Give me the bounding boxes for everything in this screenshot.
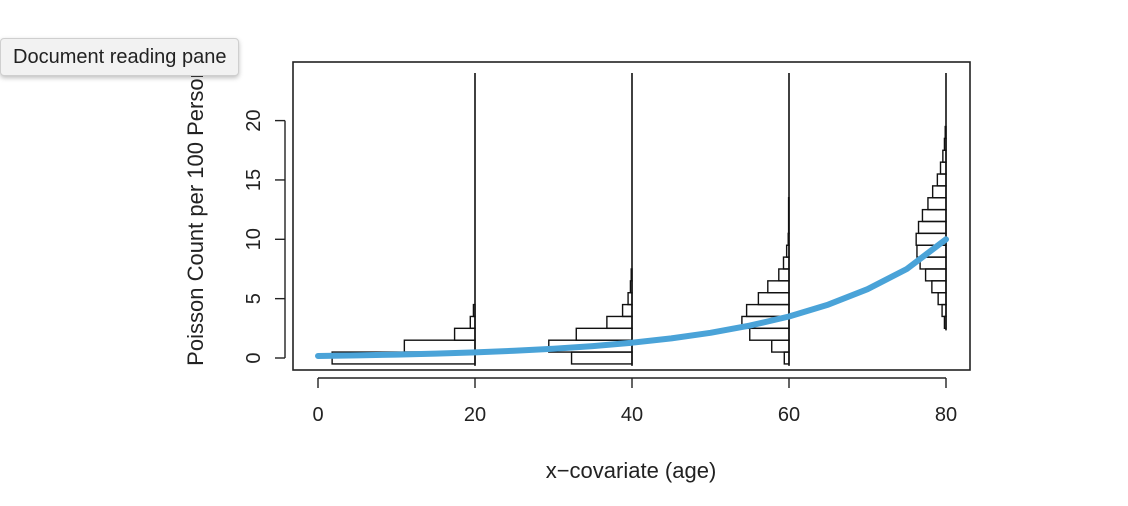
histogram-40 xyxy=(548,73,633,366)
histogram-bar xyxy=(621,303,633,318)
histogram-bar xyxy=(787,232,790,246)
x-tick-label: 20 xyxy=(464,404,486,426)
histogram-bar xyxy=(771,339,790,353)
y-axis-title: Poisson Count per 100 Person xyxy=(183,66,208,366)
y-tick-label: 15 xyxy=(243,169,265,191)
x-axis: 0 20 40 60 80 xyxy=(312,377,957,426)
histogram-bar xyxy=(931,280,947,294)
histogram-bar xyxy=(745,303,790,318)
y-tick-label: 10 xyxy=(243,228,265,250)
histogram-bar xyxy=(939,161,947,175)
histogram-bar xyxy=(924,268,947,282)
histogram-bar xyxy=(606,315,633,330)
histogram-bar xyxy=(782,256,790,270)
y-tick-label: 20 xyxy=(243,109,265,131)
histogram-bar xyxy=(927,197,947,211)
x-tick-label: 60 xyxy=(778,404,800,426)
histogram-bar xyxy=(785,244,790,258)
histogram-bar xyxy=(941,303,947,318)
tooltip: Document reading pane xyxy=(0,38,240,76)
histogram-bar xyxy=(757,292,790,306)
histogram-bar xyxy=(921,208,947,223)
y-tick-label: 5 xyxy=(243,293,265,304)
histogram-layer xyxy=(331,73,947,366)
fitted-curve xyxy=(315,236,949,359)
histogram-bar xyxy=(570,351,633,365)
histogram-20 xyxy=(331,73,476,366)
histogram-bar xyxy=(469,315,476,330)
histogram-bar xyxy=(767,280,790,294)
histogram-bar xyxy=(936,173,947,187)
histogram-bar xyxy=(917,220,947,235)
histogram-bar xyxy=(931,185,947,199)
x-axis-title: x−covariate (age) xyxy=(546,458,717,483)
histogram-80 xyxy=(915,73,947,331)
histogram-bar xyxy=(472,303,476,318)
histogram-bar xyxy=(627,292,633,306)
x-tick-label: 80 xyxy=(935,404,957,426)
x-tick-label: 0 xyxy=(312,404,323,426)
histogram-bar xyxy=(944,125,947,140)
histogram-bar xyxy=(749,327,790,341)
histogram-bar xyxy=(937,292,947,306)
x-tick-label: 40 xyxy=(621,404,643,426)
histogram-bar xyxy=(575,327,633,341)
y-tick-label: 0 xyxy=(243,352,265,363)
histogram-bar xyxy=(778,268,790,282)
y-axis: 0 5 10 15 20 xyxy=(243,109,286,364)
curve-layer xyxy=(315,236,949,359)
histogram-bar xyxy=(630,268,633,282)
histogram-bar xyxy=(453,327,476,341)
histogram-bar xyxy=(942,149,947,163)
plot-box xyxy=(292,61,971,371)
